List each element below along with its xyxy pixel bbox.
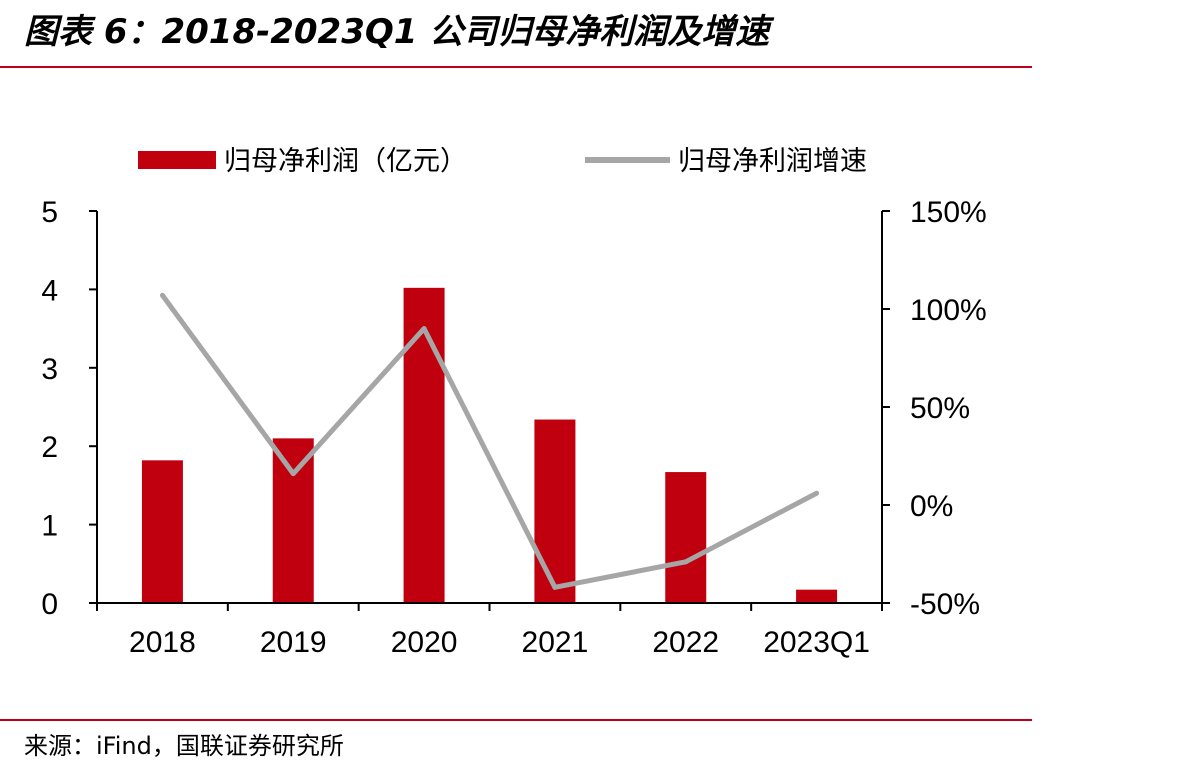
axes: 0 1 2 3 4 5 -50% 0% 50% 100% 150% 2018 2019 2020 2021 2… xyxy=(41,196,986,659)
legend-bar-swatch xyxy=(138,151,216,169)
left-tick-label: 3 xyxy=(41,353,58,386)
growth-point-2023Q1 xyxy=(814,490,820,496)
right-tick-label: 50% xyxy=(910,392,970,425)
right-tick-label: -50% xyxy=(910,588,980,621)
growth-point-2020 xyxy=(421,326,427,332)
left-tick-label: 1 xyxy=(41,510,58,543)
x-tick-label: 2023Q1 xyxy=(763,626,870,659)
source-note: 来源：iFind，国联证券研究所 xyxy=(24,732,344,760)
x-tick-label: 2020 xyxy=(391,626,458,659)
growth-line xyxy=(160,293,818,590)
left-tick-label: 4 xyxy=(41,274,58,307)
growth-point-2019 xyxy=(290,471,296,477)
left-tick-label: 2 xyxy=(41,431,58,464)
right-tick-label: 0% xyxy=(910,490,953,523)
line-series xyxy=(159,292,820,590)
bar-2022 xyxy=(665,472,707,603)
legend-bar-label: 归母净利润（亿元） xyxy=(224,146,467,177)
left-tick-label: 5 xyxy=(41,196,58,229)
bar-2018 xyxy=(141,460,183,603)
right-tick-label: 100% xyxy=(910,294,987,327)
bar-2020 xyxy=(403,287,445,603)
right-tick-label: 150% xyxy=(910,196,987,229)
bar-series xyxy=(141,287,838,603)
growth-point-2018 xyxy=(159,292,165,298)
legend-line-label: 归母净利润增速 xyxy=(678,146,867,177)
x-tick-label: 2021 xyxy=(522,626,589,659)
source-divider xyxy=(0,719,1032,721)
figure-title: 图表 6：2018-2023Q1 公司归母净利润及增速 xyxy=(24,12,770,52)
x-tick-label: 2018 xyxy=(129,626,196,659)
x-tick-label: 2022 xyxy=(652,626,719,659)
bar-2021 xyxy=(534,419,576,603)
title-divider xyxy=(0,66,1032,68)
growth-point-2022 xyxy=(683,559,689,565)
bar-2019 xyxy=(272,438,314,603)
growth-point-2021 xyxy=(552,584,558,590)
left-tick-label: 0 xyxy=(41,588,58,621)
x-tick-label: 2019 xyxy=(260,626,327,659)
legend: 归母净利润（亿元） 归母净利润增速 xyxy=(138,146,867,177)
bar-2023Q1 xyxy=(796,589,838,603)
